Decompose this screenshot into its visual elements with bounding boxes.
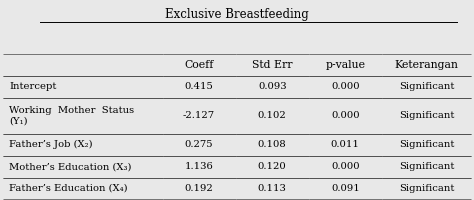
Text: Exclusive Breastfeeding: Exclusive Breastfeeding — [165, 8, 309, 21]
